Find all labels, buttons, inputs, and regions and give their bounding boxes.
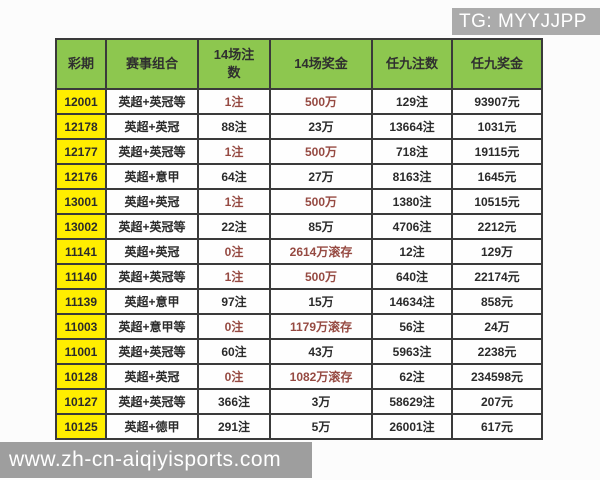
cell-bets9: 640注	[373, 265, 451, 288]
cell-combo: 英超+意甲	[107, 165, 197, 188]
cell-prize9: 22174元	[453, 265, 541, 288]
cell-bets14: 1注	[199, 140, 269, 163]
watermark-url: www.zh-cn-aiqiyisports.com	[0, 442, 312, 478]
cell-bets14: 64注	[199, 165, 269, 188]
cell-bets9: 129注	[373, 90, 451, 113]
cell-combo: 英超+意甲等	[107, 315, 197, 338]
cell-bets14: 366注	[199, 390, 269, 413]
cell-combo: 英超+英冠等	[107, 215, 197, 238]
cell-prize14: 43万	[271, 340, 371, 363]
cell-bets9: 5963注	[373, 340, 451, 363]
cell-prize14: 1179万滚存	[271, 315, 371, 338]
col-header-bets14: 14场注数	[199, 40, 269, 88]
cell-bets9: 13664注	[373, 115, 451, 138]
cell-bets14: 0注	[199, 315, 269, 338]
cell-combo: 英超+意甲	[107, 290, 197, 313]
results-table: 彩期 赛事组合 14场注数 14场奖金 任九注数 任九奖金 12001 英超+英…	[55, 38, 543, 440]
cell-bets9: 26001注	[373, 415, 451, 438]
cell-prize14: 27万	[271, 165, 371, 188]
cell-prize9: 10515元	[453, 190, 541, 213]
cell-period: 10125	[57, 415, 105, 438]
cell-bets14: 0注	[199, 240, 269, 263]
cell-prize9: 617元	[453, 415, 541, 438]
cell-bets14: 1注	[199, 190, 269, 213]
cell-prize14: 5万	[271, 415, 371, 438]
cell-bets14: 291注	[199, 415, 269, 438]
cell-period: 11140	[57, 265, 105, 288]
cell-prize14: 1082万滚存	[271, 365, 371, 388]
cell-period: 11003	[57, 315, 105, 338]
cell-period: 13002	[57, 215, 105, 238]
cell-prize14: 15万	[271, 290, 371, 313]
cell-prize9: 234598元	[453, 365, 541, 388]
cell-prize14: 500万	[271, 90, 371, 113]
cell-combo: 英超+英冠等	[107, 390, 197, 413]
cell-prize9: 207元	[453, 390, 541, 413]
cell-combo: 英超+英冠	[107, 190, 197, 213]
cell-period: 10127	[57, 390, 105, 413]
cell-prize14: 500万	[271, 265, 371, 288]
cell-prize14: 500万	[271, 190, 371, 213]
cell-prize14: 85万	[271, 215, 371, 238]
cell-bets14: 60注	[199, 340, 269, 363]
cell-bets9: 718注	[373, 140, 451, 163]
cell-period: 12176	[57, 165, 105, 188]
cell-bets9: 56注	[373, 315, 451, 338]
cell-prize9: 1031元	[453, 115, 541, 138]
cell-bets14: 97注	[199, 290, 269, 313]
cell-prize9: 129万	[453, 240, 541, 263]
col-header-prize14: 14场奖金	[271, 40, 371, 88]
cell-combo: 英超+德甲	[107, 415, 197, 438]
cell-prize14: 2614万滚存	[271, 240, 371, 263]
cell-bets14: 0注	[199, 365, 269, 388]
cell-period: 10128	[57, 365, 105, 388]
cell-combo: 英超+英冠	[107, 365, 197, 388]
cell-period: 12178	[57, 115, 105, 138]
cell-prize9: 24万	[453, 315, 541, 338]
cell-prize9: 2238元	[453, 340, 541, 363]
cell-period: 12001	[57, 90, 105, 113]
cell-combo: 英超+英冠等	[107, 140, 197, 163]
cell-prize9: 858元	[453, 290, 541, 313]
cell-bets9: 14634注	[373, 290, 451, 313]
cell-period: 13001	[57, 190, 105, 213]
cell-prize14: 3万	[271, 390, 371, 413]
cell-prize9: 19115元	[453, 140, 541, 163]
cell-combo: 英超+英冠等	[107, 265, 197, 288]
cell-bets14: 22注	[199, 215, 269, 238]
cell-bets9: 12注	[373, 240, 451, 263]
cell-bets9: 62注	[373, 365, 451, 388]
cell-period: 11001	[57, 340, 105, 363]
col-header-period: 彩期	[57, 40, 105, 88]
cell-bets9: 4706注	[373, 215, 451, 238]
cell-bets14: 1注	[199, 265, 269, 288]
cell-bets9: 1380注	[373, 190, 451, 213]
cell-prize9: 93907元	[453, 90, 541, 113]
cell-combo: 英超+英冠等	[107, 90, 197, 113]
cell-bets14: 1注	[199, 90, 269, 113]
cell-bets9: 8163注	[373, 165, 451, 188]
cell-period: 12177	[57, 140, 105, 163]
cell-bets14: 88注	[199, 115, 269, 138]
cell-prize14: 500万	[271, 140, 371, 163]
col-header-prize9: 任九奖金	[453, 40, 541, 88]
cell-combo: 英超+英冠等	[107, 340, 197, 363]
telegram-badge: TG: MYYJJPP	[452, 8, 600, 35]
cell-prize14: 23万	[271, 115, 371, 138]
cell-bets9: 58629注	[373, 390, 451, 413]
cell-prize9: 2212元	[453, 215, 541, 238]
cell-period: 11141	[57, 240, 105, 263]
cell-prize9: 1645元	[453, 165, 541, 188]
cell-combo: 英超+英冠	[107, 115, 197, 138]
col-header-combo: 赛事组合	[107, 40, 197, 88]
col-header-bets9: 任九注数	[373, 40, 451, 88]
cell-period: 11139	[57, 290, 105, 313]
cell-combo: 英超+英冠	[107, 240, 197, 263]
